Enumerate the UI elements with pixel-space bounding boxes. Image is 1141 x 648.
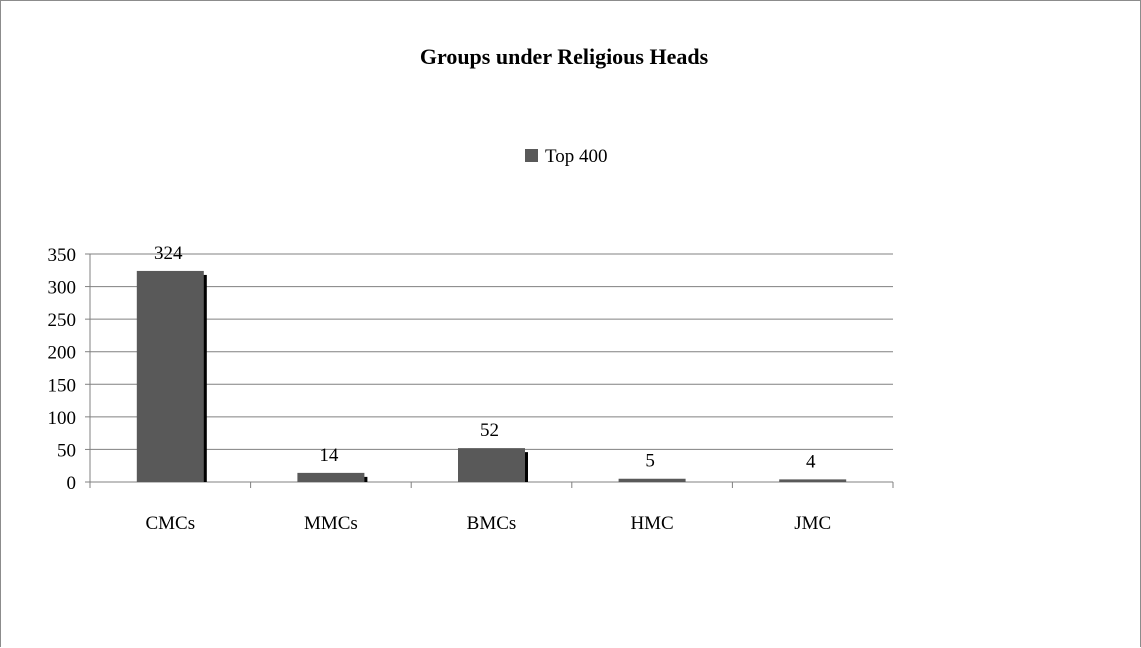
y-tick-label: 350 [48, 245, 77, 266]
y-tick-label: 250 [48, 310, 77, 331]
legend: Top 400 [525, 146, 608, 167]
category-label-hmc: HMC [630, 513, 673, 534]
y-tick-labels: 0 50 100 150 200 250 300 350 [48, 245, 77, 494]
y-tick-label: 150 [48, 375, 77, 396]
category-label-mmcs: MMCs [304, 513, 358, 534]
bar-mmcs [297, 472, 365, 482]
data-label-mmcs: 14 [319, 445, 339, 466]
legend-swatch [525, 149, 538, 162]
bars [136, 270, 847, 482]
data-label-bmcs: 52 [480, 420, 499, 441]
y-tick-label: 100 [48, 408, 77, 429]
data-label-cmcs: 324 [154, 243, 183, 264]
category-label-jmc: JMC [794, 513, 831, 534]
legend-label: Top 400 [545, 146, 608, 167]
bar-bmcs [458, 448, 525, 482]
y-tick-label: 0 [67, 473, 77, 494]
category-label-cmcs: CMCs [145, 513, 195, 534]
bar-hmc [618, 478, 686, 482]
y-tick-label: 200 [48, 343, 77, 364]
bar-cmcs [136, 270, 204, 482]
y-tick-label: 300 [48, 278, 77, 299]
chart-title: Groups under Religious Heads [420, 44, 709, 69]
category-label-bmcs: BMCs [467, 513, 517, 534]
data-labels: 324 14 52 5 4 [154, 243, 816, 472]
category-labels: CMCs MMCs BMCs HMC JMC [145, 513, 831, 534]
data-label-hmc: 5 [645, 451, 655, 472]
y-tick-label: 50 [57, 440, 76, 461]
data-label-jmc: 4 [806, 451, 816, 472]
bar-jmc [779, 479, 847, 482]
gridlines [90, 253, 893, 450]
